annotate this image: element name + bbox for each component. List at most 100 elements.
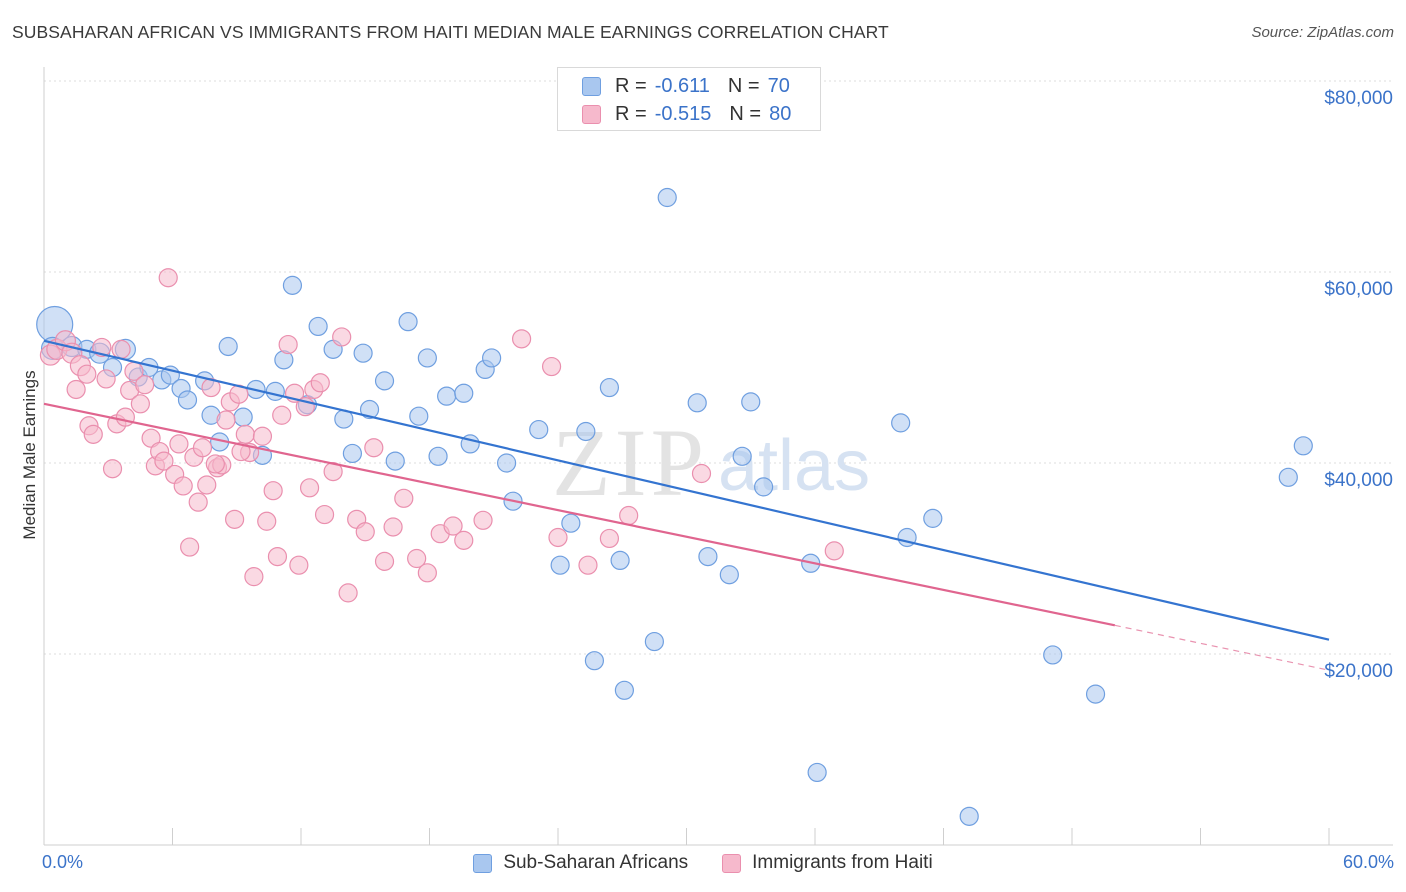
- legend-swatch-haiti: [582, 104, 601, 124]
- watermark: ZIP atlas: [552, 409, 870, 516]
- data-point-haiti: [511, 329, 532, 349]
- data-point-sub-saharan: [359, 399, 380, 420]
- legend-swatch-sub-saharan: [473, 853, 493, 873]
- data-point-haiti: [374, 551, 395, 571]
- data-point-haiti: [257, 511, 277, 531]
- legend-r-value: -0.611: [654, 74, 710, 97]
- data-point-sub-saharan: [1278, 467, 1298, 487]
- legend-n-label: N =: [729, 102, 762, 125]
- legend-n-value: 70: [767, 74, 790, 97]
- data-point-haiti: [180, 537, 200, 557]
- trend-line-haiti-extension: [1114, 624, 1330, 671]
- data-point-sub-saharan: [584, 651, 605, 671]
- data-point-sub-saharan: [374, 371, 395, 391]
- y-tick-label: $60,000: [1324, 279, 1393, 300]
- y-tick-labels: $20,000 $40,000 $60,000 $80,000: [1324, 88, 1393, 682]
- data-point-haiti: [111, 339, 131, 359]
- data-point-sub-saharan: [599, 377, 620, 398]
- data-point-sub-saharan: [1293, 436, 1313, 456]
- data-point-haiti: [66, 379, 86, 400]
- data-point-sub-saharan: [753, 477, 774, 497]
- y-axis-label: Median Male Earnings: [20, 370, 39, 540]
- data-point-haiti: [599, 528, 620, 549]
- data-point-haiti: [115, 407, 135, 427]
- data-point-haiti: [252, 426, 273, 446]
- data-point-haiti: [338, 583, 358, 603]
- chart-source: Source: ZipAtlas.com: [1251, 24, 1394, 41]
- legend-item-haiti: Immigrants from Haiti: [722, 852, 933, 874]
- trend-line-haiti: [43, 402, 1116, 627]
- data-point-haiti: [216, 410, 236, 430]
- data-point-sub-saharan: [385, 451, 405, 471]
- y-tick-label: $20,000: [1324, 661, 1393, 682]
- legend-n-label: N =: [727, 74, 760, 97]
- data-point-sub-saharan: [454, 383, 474, 403]
- data-point-haiti: [443, 516, 463, 536]
- legend-swatch-sub-saharan: [582, 76, 601, 96]
- data-point-haiti: [289, 555, 309, 575]
- data-point-haiti: [141, 428, 161, 448]
- data-point-haiti: [173, 476, 193, 496]
- data-point-sub-saharan: [308, 316, 328, 337]
- data-point-haiti: [102, 459, 123, 479]
- data-point-sub-saharan: [1043, 645, 1063, 665]
- data-point-sub-saharan: [891, 413, 911, 433]
- data-point-haiti: [158, 268, 178, 288]
- watermark-atlas: atlas: [718, 426, 870, 506]
- data-point-haiti: [383, 517, 403, 537]
- data-point-sub-saharan: [550, 555, 570, 575]
- data-point-sub-saharan: [282, 275, 303, 295]
- data-point-haiti: [197, 475, 217, 495]
- data-point-haiti: [417, 563, 437, 583]
- data-point-haiti: [272, 405, 292, 425]
- trend-line-sub-saharan: [43, 339, 1330, 641]
- data-point-haiti: [83, 424, 103, 444]
- data-point-haiti: [824, 541, 844, 561]
- data-point-haiti: [619, 505, 639, 526]
- data-point-haiti: [299, 478, 320, 498]
- data-point-sub-saharan: [576, 421, 596, 442]
- data-point-sub-saharan: [398, 312, 418, 332]
- data-point-sub-saharan: [417, 348, 437, 368]
- data-point-haiti: [263, 481, 283, 501]
- data-point-sub-saharan: [437, 386, 457, 406]
- data-point-haiti: [130, 394, 150, 414]
- data-point-haiti: [364, 438, 384, 458]
- data-point-sub-saharan: [732, 446, 752, 466]
- data-point-sub-saharan: [741, 392, 761, 412]
- data-point-haiti: [77, 364, 97, 384]
- data-point-sub-saharan: [353, 343, 373, 363]
- legend-row-haiti: R = -0.515 N = 80: [582, 100, 791, 128]
- correlation-legend: R = -0.611 N = 70 R = -0.515 N = 80: [557, 67, 821, 131]
- data-point-sub-saharan: [923, 508, 943, 528]
- data-point-sub-saharan: [807, 762, 827, 783]
- trend-lines: [43, 339, 1330, 671]
- legend-row-sub-saharan: R = -0.611 N = 70: [582, 72, 790, 100]
- y-tick-label: $80,000: [1324, 88, 1393, 109]
- data-point-haiti: [169, 434, 189, 454]
- data-point-sub-saharan: [719, 565, 739, 585]
- legend-swatch-haiti: [722, 853, 742, 873]
- legend-r-value: -0.515: [654, 102, 712, 125]
- data-point-haiti: [394, 488, 414, 508]
- series-legend: Sub-Saharan Africans Immigrants from Hai…: [0, 852, 1406, 874]
- data-point-haiti: [235, 424, 255, 444]
- watermark-zip: ZIP: [552, 409, 708, 516]
- data-point-haiti: [278, 334, 298, 355]
- data-point-haiti: [578, 555, 598, 575]
- data-point-haiti: [154, 451, 174, 471]
- data-point-sub-saharan: [233, 407, 253, 427]
- data-point-sub-saharan: [177, 390, 198, 410]
- data-point-sub-saharan: [497, 453, 517, 473]
- series-haiti-points: [39, 268, 844, 603]
- data-point-sub-saharan: [698, 546, 718, 567]
- data-point-haiti: [454, 530, 474, 550]
- data-point-haiti: [96, 369, 116, 389]
- data-point-sub-saharan: [529, 419, 549, 440]
- data-point-haiti: [541, 356, 562, 377]
- data-point-haiti: [355, 522, 375, 542]
- data-point-haiti: [225, 509, 245, 529]
- chart-title: SUBSAHARAN AFRICAN VS IMMIGRANTS FROM HA…: [12, 22, 889, 42]
- data-point-sub-saharan: [342, 443, 362, 464]
- data-point-sub-saharan: [657, 187, 677, 208]
